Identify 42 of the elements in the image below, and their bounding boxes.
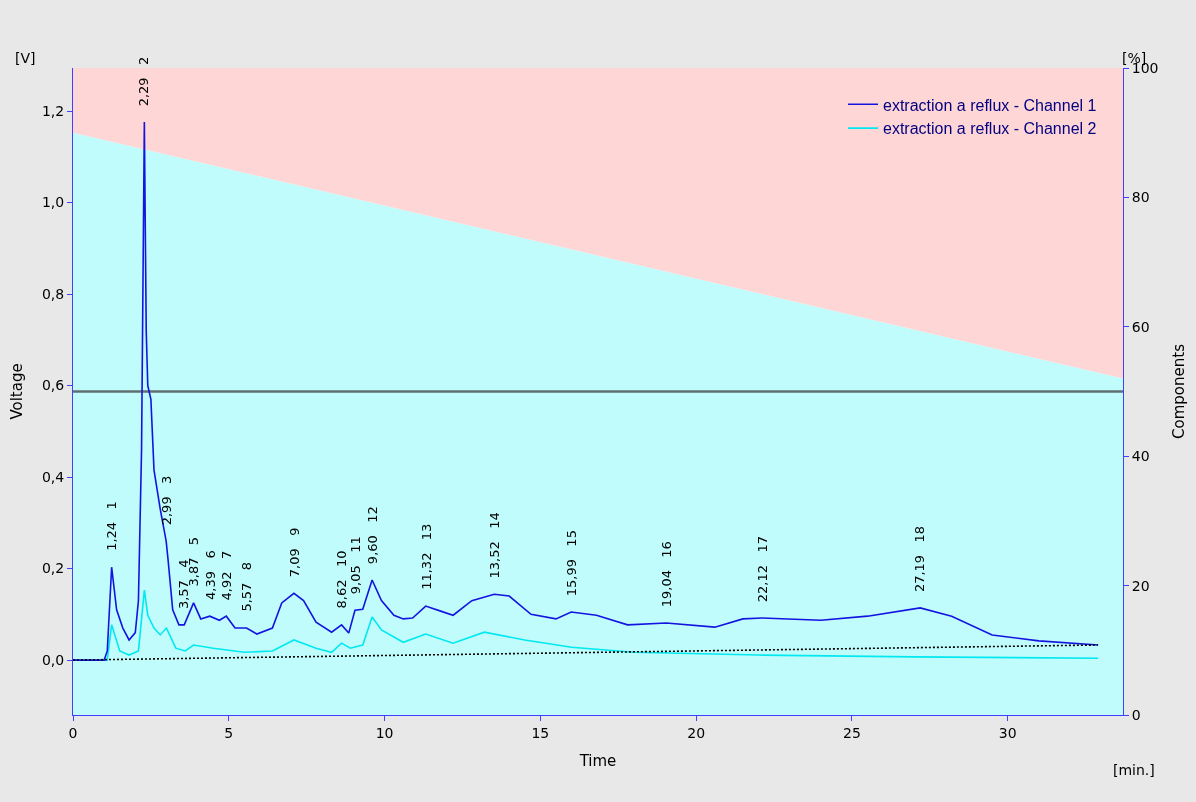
x-tick-label: 20 [687,724,706,741]
annotation: 19,04 16 [659,541,675,608]
y-tick-label: 0,2 [41,560,65,577]
x-tick-label: 10 [375,724,394,741]
y-tick-label: 0,4 [41,468,65,485]
y-tick-label: 0,6 [41,377,65,394]
y2-tick-label: 20 [1131,577,1150,594]
annotation: 11,32 13 [418,523,434,590]
annotation: 5,57 8 [239,561,255,612]
legend-label: extraction a reflux - Channel 2 [883,120,1097,138]
y-tick-label: 1,0 [41,194,65,211]
annotation: 2,99 3 [159,475,175,526]
y-tick-label: 0,0 [41,651,65,668]
x-tick-label: 30 [998,724,1017,741]
y-tick-label: 0,8 [41,285,65,302]
x-tick-label: 0 [68,724,78,741]
annotation: 1,24 1 [104,501,120,551]
annotation: 9,60 12 [365,506,381,565]
annotation: 22,12 17 [755,536,771,603]
annotation: 4,39 6 [202,550,218,600]
annotation: 8,62 10 [333,550,349,609]
annotation: 9,05 11 [347,536,363,595]
y2-tick-label: 60 [1131,318,1150,335]
x-tick-label: 15 [531,724,550,741]
y2-tick-label: 0 [1131,706,1141,723]
text: [min.] [1113,762,1155,778]
legend-label: extraction a reflux - Channel 1 [883,96,1097,114]
y2-axis-title: Components [1169,343,1188,439]
y-axis-title: Voltage [8,363,27,420]
annotation: 2,29 2 [136,56,152,107]
annotation: 15,99 15 [564,530,580,597]
annotation: 27,19 18 [912,525,928,593]
y-tick-label: 1,2 [41,102,65,119]
annotation: 4,92 7 [219,550,235,601]
annotation: 13,52 14 [487,512,503,579]
y2-tick-label: 80 [1131,189,1150,206]
y2-tick-label: 40 [1131,448,1150,465]
annotation: 7,09 9 [286,527,302,578]
x-tick-label: 5 [224,724,234,741]
text: [V] [15,50,36,66]
x-tick-label: 25 [843,724,861,741]
x-axis-title: Time [578,751,617,770]
